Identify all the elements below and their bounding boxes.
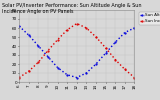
Sun Altitude Angle (105, 53, 107, 54)
Sun Incidence Angle (85, 27, 87, 29)
Legend: Sun Altitude Angle, Sun Incidence Angle: Sun Altitude Angle, Sun Incidence Angle (139, 12, 160, 25)
Sun Altitude Angle (124, 32, 126, 33)
Line: Sun Altitude Angle: Sun Altitude Angle (18, 25, 135, 78)
Sun Incidence Angle (76, 23, 78, 24)
Line: Sun Incidence Angle: Sun Incidence Angle (18, 23, 135, 78)
Sun Altitude Angle (28, 35, 30, 36)
Sun Incidence Angle (66, 29, 68, 30)
Sun Altitude Angle (85, 72, 87, 74)
Sun Incidence Angle (57, 39, 59, 40)
Text: Solar PV/Inverter Performance: Sun Altitude Angle & Sun Incidence Angle on PV Pa: Solar PV/Inverter Performance: Sun Altit… (2, 3, 141, 14)
Sun Incidence Angle (95, 36, 97, 38)
Sun Incidence Angle (47, 50, 49, 51)
Sun Incidence Angle (105, 47, 107, 48)
Sun Incidence Angle (37, 62, 39, 63)
Sun Incidence Angle (124, 69, 126, 70)
Sun Incidence Angle (133, 77, 135, 78)
Sun Altitude Angle (95, 63, 97, 65)
Sun Incidence Angle (18, 77, 20, 78)
Sun Altitude Angle (47, 56, 49, 57)
Sun Altitude Angle (76, 77, 78, 78)
Sun Altitude Angle (66, 74, 68, 75)
Sun Altitude Angle (114, 42, 116, 43)
Sun Incidence Angle (28, 71, 30, 72)
Sun Altitude Angle (57, 67, 59, 68)
Sun Altitude Angle (133, 27, 135, 29)
Sun Altitude Angle (18, 26, 20, 27)
Sun Altitude Angle (37, 45, 39, 47)
Sun Incidence Angle (114, 59, 116, 60)
